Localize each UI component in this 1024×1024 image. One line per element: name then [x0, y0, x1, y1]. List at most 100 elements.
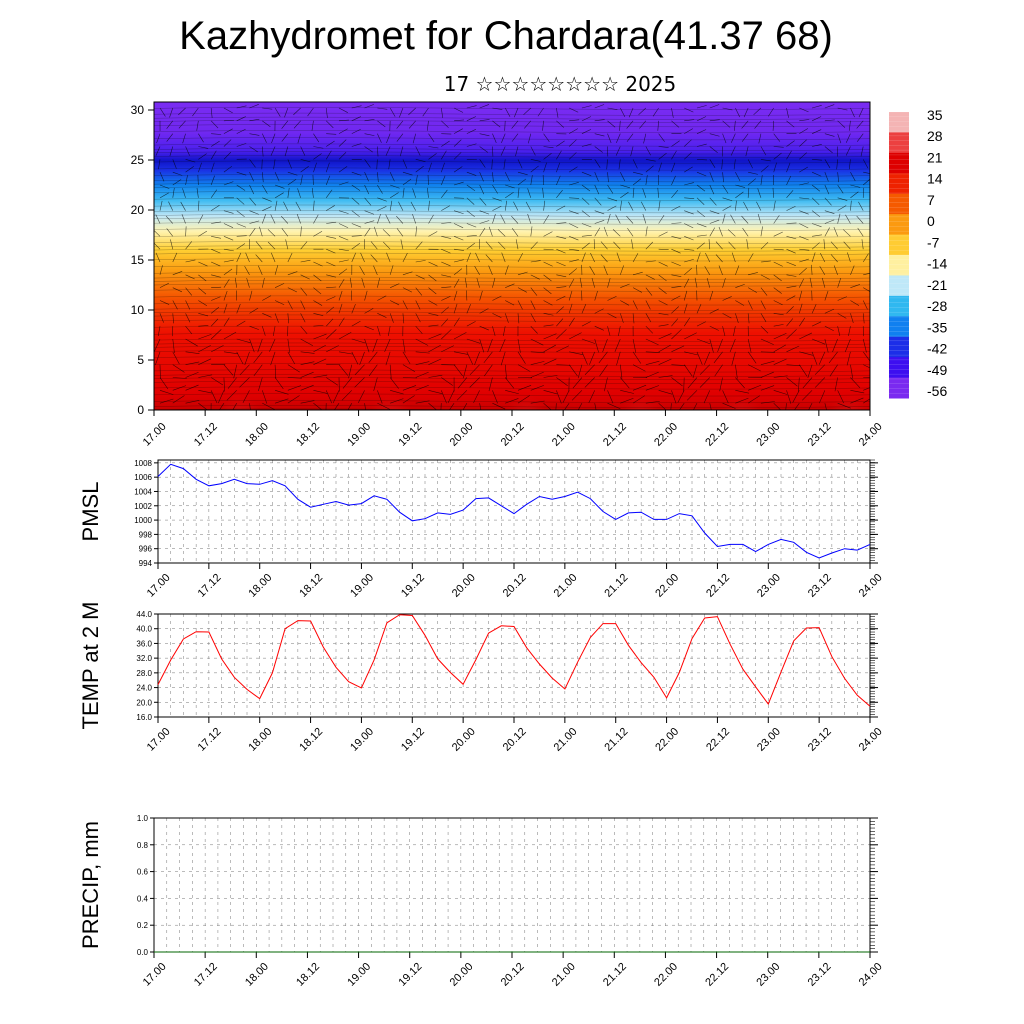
wind-vector: [786, 274, 797, 277]
wind-vector: [746, 239, 749, 250]
wind-vector: [773, 231, 783, 237]
wind-vector: [479, 220, 490, 224]
wind-vector: [709, 104, 720, 109]
wind-vector: [569, 351, 583, 355]
wind-vector: [850, 300, 860, 306]
wind-vector: [684, 197, 695, 199]
wind-vector: [607, 313, 617, 319]
wind-vector: [166, 228, 174, 237]
wind-vector: [823, 239, 826, 250]
wind-vector: [671, 107, 674, 118]
wind-vector: [658, 133, 665, 142]
wind-vector: [313, 214, 319, 224]
wind-vector: [415, 351, 430, 354]
colorbar-swatch: [889, 112, 909, 133]
wind-vector: [223, 317, 230, 327]
wind-vector: [492, 205, 502, 211]
wind-vector: [172, 179, 182, 186]
wind-vector: [370, 254, 378, 263]
wind-vector: [811, 105, 822, 109]
wind-vector: [811, 116, 822, 122]
wind-vector: [185, 159, 196, 163]
wind-vector: [530, 274, 540, 280]
wind-vector: [786, 364, 801, 367]
wind-vector: [377, 326, 381, 336]
wind-vector: [556, 364, 571, 366]
wind-vector: [824, 172, 829, 182]
wind-vector: [812, 159, 823, 161]
wind-vector: [620, 313, 624, 323]
wind-vector: [645, 274, 655, 280]
wind-vector: [295, 201, 301, 211]
wind-vector: [326, 205, 335, 211]
wind-vector: [351, 197, 360, 205]
wind-vector: [703, 390, 711, 404]
contour-line: [154, 174, 870, 178]
wind-vector: [441, 306, 450, 314]
wind-vector: [326, 248, 336, 254]
wind-vector: [786, 205, 796, 211]
contour-line: [154, 186, 870, 190]
wind-vector: [824, 210, 835, 214]
x-tick-label: 19.12: [396, 961, 424, 989]
y-tick-label: 28.0: [136, 669, 152, 678]
y-tick-label: 20: [131, 203, 145, 217]
wind-vector: [198, 146, 209, 149]
wind-vector: [373, 377, 378, 392]
wind-vector: [760, 371, 774, 378]
wind-vector: [581, 351, 588, 365]
wind-vector: [715, 254, 723, 263]
wind-vector: [287, 377, 302, 379]
wind-vector: [300, 175, 303, 186]
wind-vector: [722, 172, 724, 183]
wind-vector: [799, 351, 813, 356]
wind-vector: [735, 313, 739, 323]
wind-vector: [556, 318, 564, 327]
wind-vector: [594, 133, 605, 137]
wind-vector: [735, 377, 745, 389]
wind-vector: [517, 300, 523, 310]
wind-vector: [696, 223, 707, 228]
wind-vector: [568, 317, 575, 327]
wind-vector: [364, 118, 375, 122]
wind-vector: [786, 236, 797, 240]
wind-vector: [390, 390, 404, 395]
wind-vector: [326, 377, 339, 386]
wind-vector: [487, 338, 493, 353]
wind-vector: [811, 184, 821, 192]
wind-vector: [613, 241, 621, 250]
hot-surface-blob: [203, 315, 276, 410]
wind-vector: [543, 200, 546, 211]
x-tick-label: 22.12: [703, 421, 731, 449]
wind-vector: [249, 159, 256, 168]
wind-vector: [530, 385, 544, 391]
y-tick-label: 32.0: [136, 654, 152, 663]
wind-vector: [594, 219, 605, 224]
wind-vector: [267, 241, 276, 250]
wind-vector: [645, 351, 660, 353]
wind-vector: [287, 159, 292, 169]
wind-vector: [326, 329, 337, 340]
wind-vector: [198, 230, 208, 237]
wind-vector: [476, 277, 480, 288]
wind-vector: [258, 377, 263, 392]
colorbar-label: -42: [927, 341, 947, 357]
wind-vector: [473, 390, 480, 404]
wind-vector: [428, 300, 438, 306]
wind-vector: [223, 236, 234, 241]
wind-vector: [786, 295, 796, 301]
contour-line: [154, 400, 870, 403]
wind-vector: [360, 252, 365, 263]
wind-vector: [799, 182, 810, 186]
wind-vector: [735, 191, 744, 199]
x-tick-label: 18.00: [243, 961, 271, 989]
wind-vector: [236, 143, 247, 147]
wind-vector: [632, 351, 642, 364]
wind-vector: [594, 184, 600, 195]
y-tick-label: 1000: [134, 516, 152, 525]
colorbar-swatch: [889, 316, 909, 338]
wind-vector: [696, 210, 706, 218]
y-axis-title: TEMP at 2 M: [78, 602, 103, 730]
wind-vector: [198, 358, 212, 365]
